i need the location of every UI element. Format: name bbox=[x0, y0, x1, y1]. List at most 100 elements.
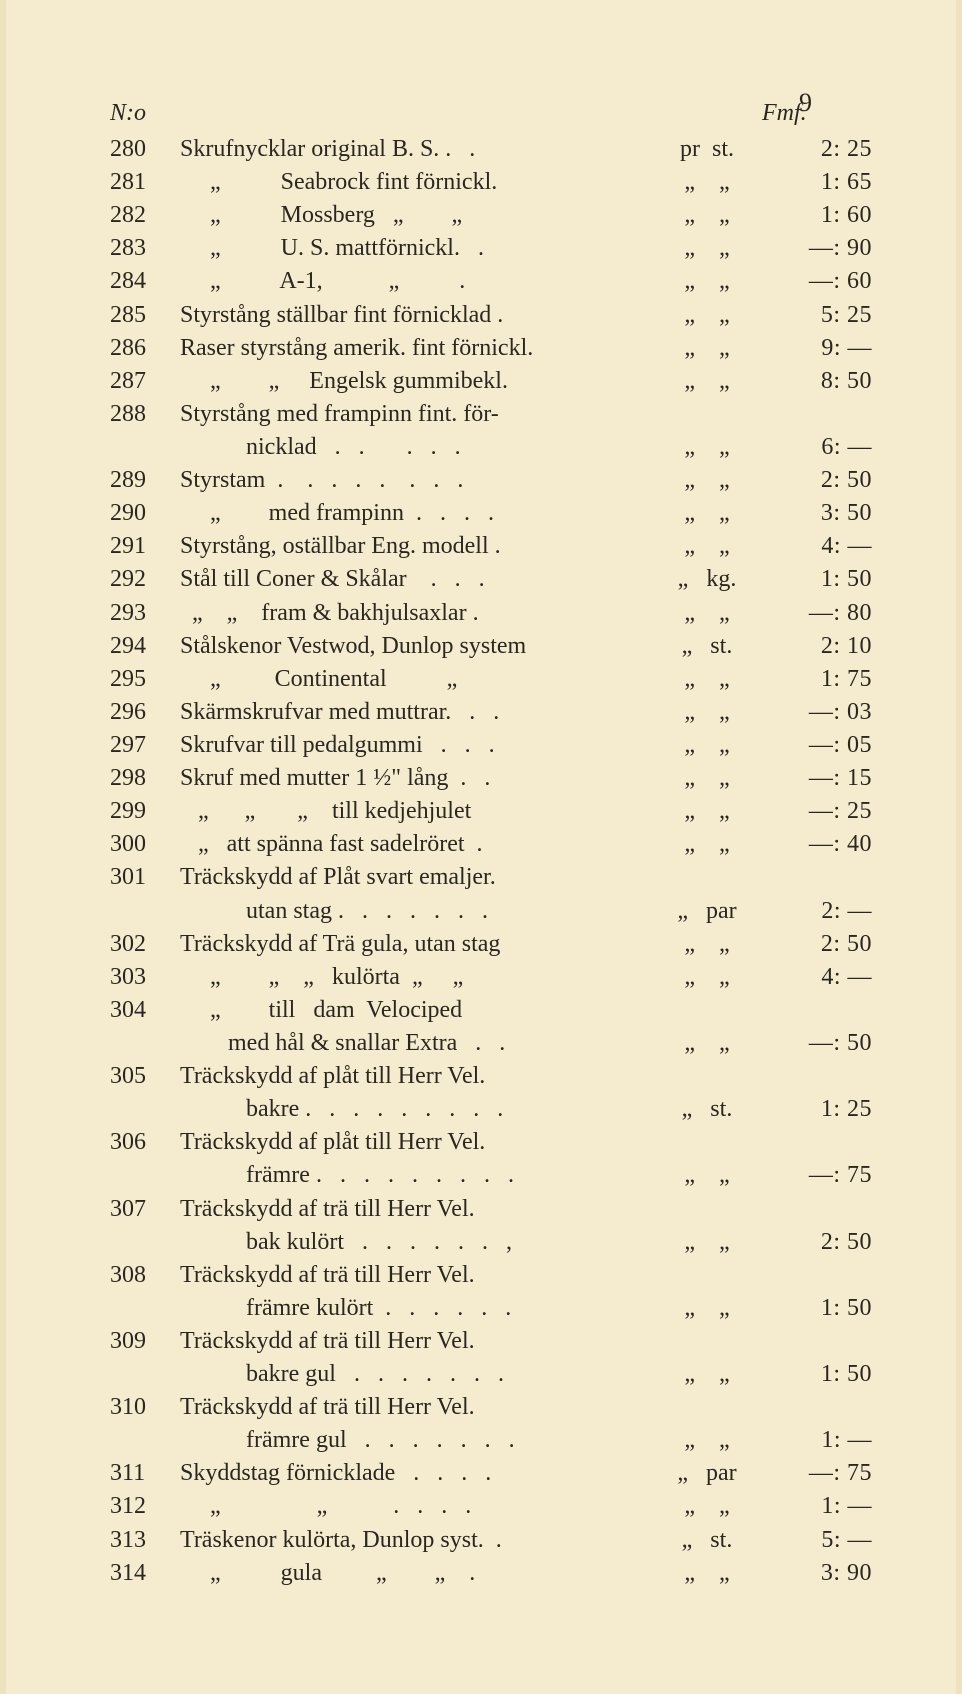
row-number: 293 bbox=[110, 597, 180, 630]
table-row: 283 „ U. S. mattförnickl. .„ „—: 90 bbox=[110, 232, 872, 265]
row-unit: „ „ bbox=[652, 729, 762, 762]
row-number: 297 bbox=[110, 729, 180, 762]
row-description: främre . . . . . . . . . bbox=[180, 1159, 652, 1192]
table-row: utan stag . . . . . . .„ par2: — bbox=[110, 895, 872, 928]
row-description: „ Continental „ bbox=[180, 663, 652, 696]
row-price: 1: 50 bbox=[762, 1358, 872, 1391]
row-number: 304 bbox=[110, 994, 180, 1027]
row-number: 313 bbox=[110, 1524, 180, 1557]
row-description: bakre . . . . . . . . . bbox=[180, 1093, 652, 1126]
row-description: Träckskydd af trä till Herr Vel. bbox=[180, 1259, 652, 1292]
table-row: 293 „ „ fram & bakhjulsaxlar .„ „—: 80 bbox=[110, 597, 872, 630]
table-row: 280Skrufnycklar original B. S. . .pr st.… bbox=[110, 133, 872, 166]
row-description: Träskenor kulörta, Dunlop syst. . bbox=[180, 1524, 652, 1557]
row-number: 290 bbox=[110, 497, 180, 530]
row-number: 311 bbox=[110, 1457, 180, 1490]
row-description: Träckskydd af plåt till Herr Vel. bbox=[180, 1060, 652, 1093]
page-number: 9 bbox=[799, 88, 812, 118]
row-unit: „ „ bbox=[652, 795, 762, 828]
row-unit: „ „ bbox=[652, 1424, 762, 1457]
row-description: „ A-1, „ . bbox=[180, 265, 652, 298]
table-row: 294Stålskenor Vestwod, Dunlop system„ st… bbox=[110, 630, 872, 663]
row-description: bakre gul . . . . . . . bbox=[180, 1358, 652, 1391]
row-description: främre kulört . . . . . . bbox=[180, 1292, 652, 1325]
header-no: N:o bbox=[110, 100, 180, 127]
table-row: 282 „ Mossberg „ „„ „1: 60 bbox=[110, 199, 872, 232]
table-row: nicklad . . . . .„ „6: — bbox=[110, 431, 872, 464]
row-number: 301 bbox=[110, 861, 180, 894]
row-description: Träckskydd af Trä gula, utan stag bbox=[180, 928, 652, 961]
row-price: —: 75 bbox=[762, 1159, 872, 1192]
table-row: 281 „ Seabrock fint förnickl.„ „1: 65 bbox=[110, 166, 872, 199]
table-row: 311Skyddstag förnicklade . . . .„ par—: … bbox=[110, 1457, 872, 1490]
row-number: 307 bbox=[110, 1193, 180, 1226]
row-price: 5: 25 bbox=[762, 299, 872, 332]
row-number: 298 bbox=[110, 762, 180, 795]
row-price: 2: 10 bbox=[762, 630, 872, 663]
row-number: 310 bbox=[110, 1391, 180, 1424]
row-number: 284 bbox=[110, 265, 180, 298]
row-description: Styrstång, oställbar Eng. modell . bbox=[180, 530, 652, 563]
row-number: 282 bbox=[110, 199, 180, 232]
row-description: nicklad . . . . . bbox=[180, 431, 652, 464]
table-row: 298Skruf med mutter 1 ½" lång . .„ „—: 1… bbox=[110, 762, 872, 795]
row-number: 287 bbox=[110, 365, 180, 398]
table-row: 295 „ Continental „„ „1: 75 bbox=[110, 663, 872, 696]
row-unit: „ „ bbox=[652, 696, 762, 729]
row-number: 296 bbox=[110, 696, 180, 729]
row-number: 283 bbox=[110, 232, 180, 265]
row-unit: „ „ bbox=[652, 1490, 762, 1523]
row-price: —: 60 bbox=[762, 265, 872, 298]
row-number: 281 bbox=[110, 166, 180, 199]
row-description: „ Mossberg „ „ bbox=[180, 199, 652, 232]
row-description: „ „ fram & bakhjulsaxlar . bbox=[180, 597, 652, 630]
row-number: 314 bbox=[110, 1557, 180, 1590]
row-number: 289 bbox=[110, 464, 180, 497]
row-description: Stål till Coner & Skålar . . . bbox=[180, 563, 652, 596]
row-description: Träckskydd af trä till Herr Vel. bbox=[180, 1193, 652, 1226]
row-price: —: 25 bbox=[762, 795, 872, 828]
row-price: —: 90 bbox=[762, 232, 872, 265]
table-row: 292Stål till Coner & Skålar . . .„ kg.1:… bbox=[110, 563, 872, 596]
row-unit: „ „ bbox=[652, 299, 762, 332]
row-description: Skrufnycklar original B. S. . . bbox=[180, 133, 652, 166]
table-row: 296Skärmskrufvar med muttrar. . .„ „—: 0… bbox=[110, 696, 872, 729]
row-description: „ „ Engelsk gummibekl. bbox=[180, 365, 652, 398]
row-description: „ U. S. mattförnickl. . bbox=[180, 232, 652, 265]
row-description: Träckskydd af trä till Herr Vel. bbox=[180, 1391, 652, 1424]
row-unit: „ „ bbox=[652, 961, 762, 994]
row-price: 1: 65 bbox=[762, 166, 872, 199]
row-number: 302 bbox=[110, 928, 180, 961]
table-row: bak kulört . . . . . . ,„ „2: 50 bbox=[110, 1226, 872, 1259]
row-description: Styrstång med frampinn fint. för- bbox=[180, 398, 652, 431]
row-unit: „ „ bbox=[652, 928, 762, 961]
row-price: 1: 75 bbox=[762, 663, 872, 696]
row-unit: „ „ bbox=[652, 497, 762, 530]
price-list: 280Skrufnycklar original B. S. . .pr st.… bbox=[110, 133, 872, 1590]
table-row: 303 „ „ „ kulörta „ „„ „4: — bbox=[110, 961, 872, 994]
table-row: 297Skrufvar till pedalgummi . . .„ „—: 0… bbox=[110, 729, 872, 762]
row-number: 312 bbox=[110, 1490, 180, 1523]
row-price: 6: — bbox=[762, 431, 872, 464]
row-price: —: 50 bbox=[762, 1027, 872, 1060]
header-price: Fmf. bbox=[762, 100, 872, 127]
row-unit: pr st. bbox=[652, 133, 762, 166]
row-description: med hål & snallar Extra . . bbox=[180, 1027, 652, 1060]
row-price: 2: — bbox=[762, 895, 872, 928]
row-number: 300 bbox=[110, 828, 180, 861]
row-description: Träckskydd af trä till Herr Vel. bbox=[180, 1325, 652, 1358]
table-row: 305Träckskydd af plåt till Herr Vel. bbox=[110, 1060, 872, 1093]
table-row: 286Raser styrstång amerik. fint förnickl… bbox=[110, 332, 872, 365]
row-number: 295 bbox=[110, 663, 180, 696]
row-price: 2: 25 bbox=[762, 133, 872, 166]
row-unit: „ „ bbox=[652, 1358, 762, 1391]
row-number: 294 bbox=[110, 630, 180, 663]
row-number: 308 bbox=[110, 1259, 180, 1292]
row-description: „ „ . . . . bbox=[180, 1490, 652, 1523]
row-description: Styrstång ställbar fint förnicklad . bbox=[180, 299, 652, 332]
row-number: 303 bbox=[110, 961, 180, 994]
row-description: bak kulört . . . . . . , bbox=[180, 1226, 652, 1259]
row-unit: „ „ bbox=[652, 1226, 762, 1259]
row-number: 288 bbox=[110, 398, 180, 431]
row-price: 8: 50 bbox=[762, 365, 872, 398]
